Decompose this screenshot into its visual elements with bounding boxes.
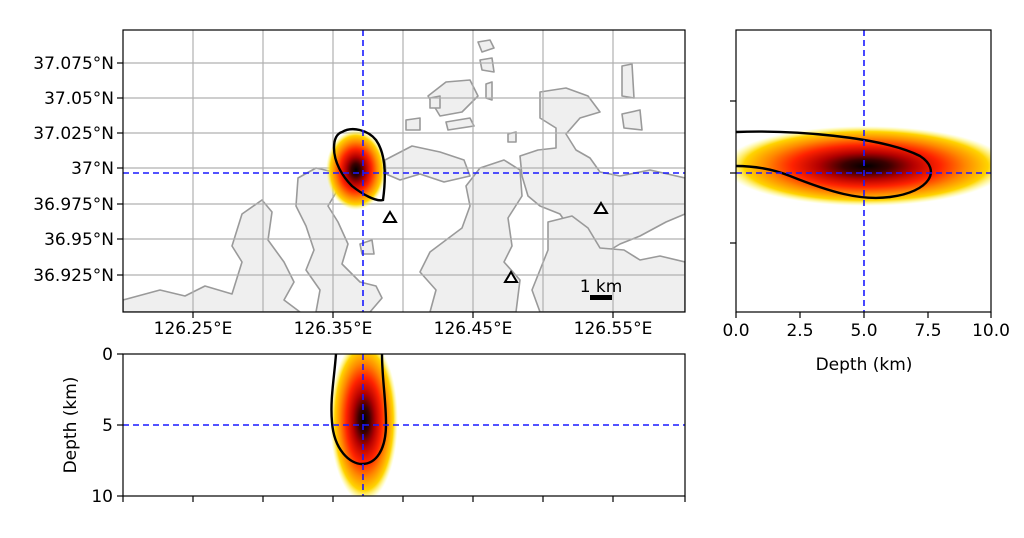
island-east-south	[531, 215, 685, 312]
depth-tick-label: 5.0	[850, 321, 877, 341]
lat-tick-label: 36.95°N	[44, 230, 114, 250]
depth-tick-label: 2.5	[786, 321, 813, 341]
station-triangle-icon	[382, 210, 398, 223]
confidence-contour-depth-profile	[736, 130, 932, 200]
scale-bar	[590, 295, 612, 300]
scale-bar-label: 1 km	[580, 277, 623, 297]
islet-7	[405, 117, 421, 131]
lon-tick-label: 126.25°E	[154, 319, 233, 339]
lat-tick-label: 36.975°N	[33, 195, 114, 215]
cross-section-ylabel: Depth (km)	[61, 377, 81, 474]
island-mid	[419, 159, 523, 312]
depth-tick-label: 5	[102, 416, 113, 436]
lat-tick-label: 37.025°N	[33, 124, 114, 144]
depth-profile-panel: 0.0 2.5 5.0 7.5 10.0 Depth (km)	[722, 29, 1010, 375]
source-heatmap-depth-profile	[736, 126, 991, 206]
map-panel: 1 km 126.25°E 126.35°E 126.45°E 126.55°E 37.…	[33, 29, 686, 339]
stations	[382, 201, 609, 283]
lon-tick-label: 126.45°E	[434, 319, 513, 339]
map-ticks: 126.25°E 126.35°E 126.45°E 126.55°E 37.075°N…	[33, 54, 652, 339]
depth-tick-label: 10.0	[972, 321, 1010, 341]
confidence-contour-cross-section	[330, 354, 388, 466]
depth-profile-xlabel: Depth (km)	[816, 355, 913, 375]
islet-5	[621, 63, 635, 99]
lat-tick-label: 37.05°N	[44, 89, 114, 109]
depth-tick-label: 10	[91, 487, 113, 507]
map-gridlines	[123, 30, 685, 312]
islet-10	[429, 95, 441, 109]
cross-section-ticks: 0 5 10	[91, 345, 686, 507]
cross-section-panel: 0 5 10 Depth (km)	[61, 345, 686, 507]
heatmap-blob	[326, 130, 386, 210]
map-frame	[122, 29, 686, 313]
depth-tick-label: 7.5	[914, 321, 941, 341]
lon-tick-label: 126.35°E	[294, 319, 373, 339]
island-west	[123, 199, 301, 312]
lat-tick-label: 36.925°N	[33, 266, 114, 286]
source-heatmap-map	[326, 130, 386, 210]
source-heatmap-cross-section	[330, 354, 398, 496]
islet-3	[485, 81, 493, 101]
station-triangle-icon	[503, 270, 519, 283]
lat-tick-label: 37.075°N	[33, 54, 114, 74]
islet-6	[621, 109, 643, 131]
island-east-north	[519, 87, 685, 257]
islet-1	[477, 39, 495, 53]
confidence-contour-map	[332, 128, 386, 202]
depth-profile-ticks: 0.0 2.5 5.0 7.5 10.0	[722, 100, 1010, 341]
islet-2	[479, 57, 495, 73]
lon-tick-label: 126.55°E	[574, 319, 653, 339]
lat-tick-label: 37°N	[71, 159, 114, 179]
depth-tick-label: 0.0	[722, 321, 749, 341]
depth-tick-label: 0	[102, 345, 113, 365]
islet-4	[445, 117, 475, 131]
station-triangle-icon	[593, 201, 609, 214]
